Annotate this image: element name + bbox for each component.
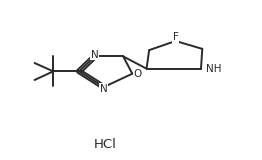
Text: O: O bbox=[133, 69, 141, 79]
Text: F: F bbox=[173, 32, 178, 42]
Text: N: N bbox=[100, 84, 108, 94]
Text: HCl: HCl bbox=[94, 138, 117, 151]
Text: N: N bbox=[91, 50, 99, 60]
Text: NH: NH bbox=[206, 64, 221, 74]
